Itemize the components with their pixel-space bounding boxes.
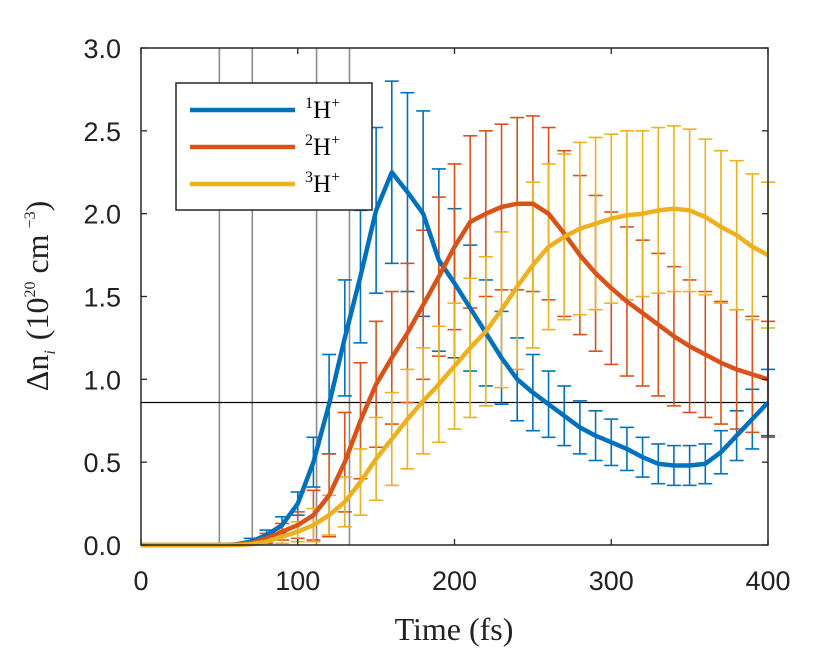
x-tick-label: 300 bbox=[589, 566, 634, 596]
y-axis-exponent: 20 bbox=[22, 282, 39, 298]
x-tick-label: 100 bbox=[275, 566, 320, 596]
y-axis-title: Δni (1020 cm −3) bbox=[19, 201, 59, 391]
y-axis-close: ) bbox=[19, 201, 55, 212]
y-tick-label: 2.0 bbox=[83, 200, 121, 230]
y-tick-labels: 0.0 0.5 1.0 1.5 2.0 2.5 3.0 bbox=[83, 34, 121, 561]
x-axis-title: Time (fs) bbox=[395, 611, 514, 647]
legend-label-1h: 1H+ bbox=[305, 95, 340, 124]
y-tick-label: 1.0 bbox=[83, 365, 121, 395]
legend: 1H+ 2H+ 3H+ bbox=[175, 82, 373, 211]
legend-label-2h: 2H+ bbox=[305, 132, 340, 161]
y-tick-label: 1.5 bbox=[83, 283, 121, 313]
y-tick-label: 2.5 bbox=[83, 117, 121, 147]
y-tick-label: 3.0 bbox=[83, 34, 121, 64]
y-tick-label: 0.5 bbox=[83, 448, 121, 478]
y-axis-unit: cm bbox=[19, 234, 55, 273]
x-tick-labels: 0 100 200 300 400 bbox=[133, 566, 790, 596]
x-tick-label: 200 bbox=[432, 566, 477, 596]
y-axis-open: (10 bbox=[19, 298, 55, 341]
y-axis-unit-exponent: −3 bbox=[22, 211, 39, 228]
axis-ticks bbox=[140, 47, 769, 546]
y-tick-label: 0.0 bbox=[83, 531, 121, 561]
x-tick-label: 0 bbox=[133, 566, 148, 596]
y-axis-symbol: Δn bbox=[19, 355, 55, 392]
y-axis-subscript: i bbox=[42, 350, 59, 354]
x-tick-label: 400 bbox=[745, 566, 790, 596]
legend-label-3h: 3H+ bbox=[305, 169, 340, 198]
